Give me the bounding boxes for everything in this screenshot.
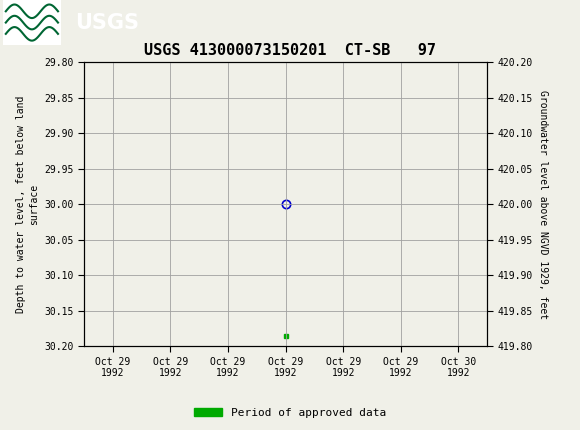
Y-axis label: Depth to water level, feet below land
surface: Depth to water level, feet below land su… bbox=[16, 95, 39, 313]
Text: USGS: USGS bbox=[75, 12, 139, 33]
Y-axis label: Groundwater level above NGVD 1929, feet: Groundwater level above NGVD 1929, feet bbox=[538, 90, 549, 319]
Legend: Period of approved data: Period of approved data bbox=[190, 403, 390, 422]
Text: USGS 413000073150201  CT-SB   97: USGS 413000073150201 CT-SB 97 bbox=[144, 43, 436, 58]
